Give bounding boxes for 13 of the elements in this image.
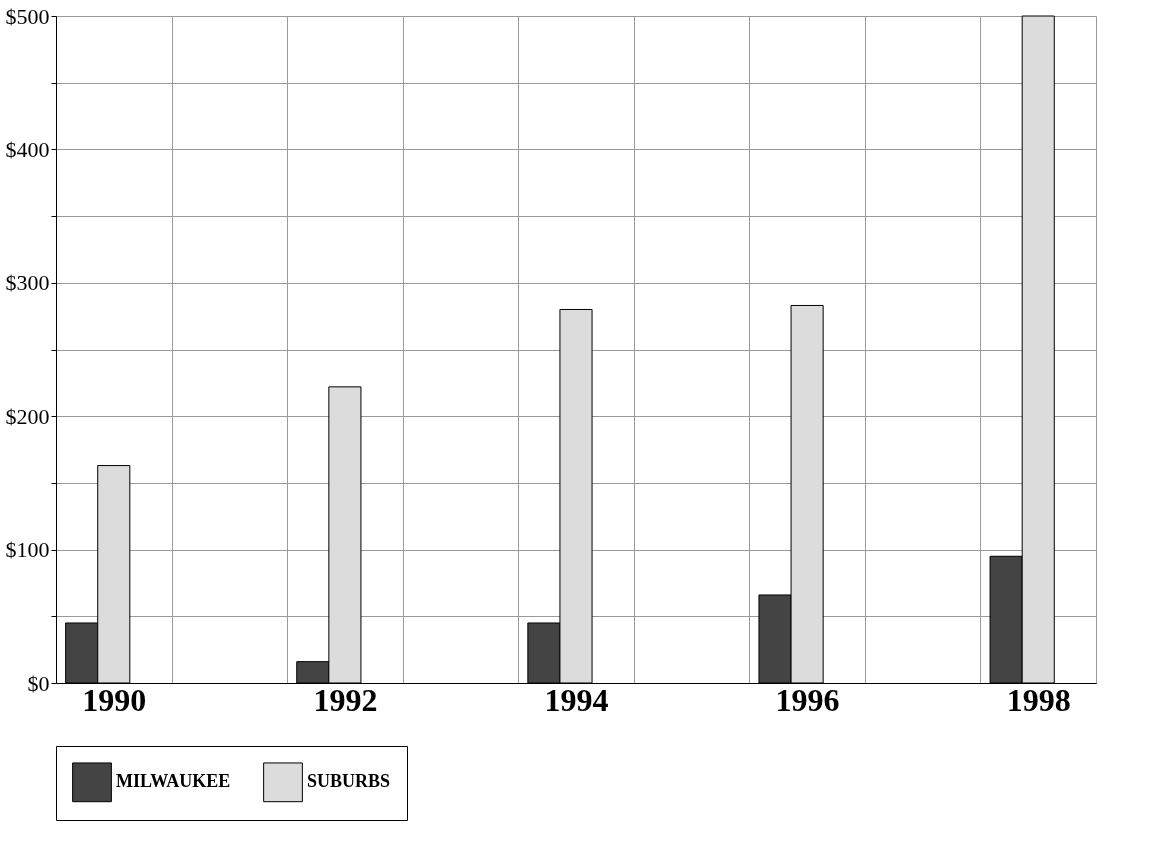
- y-tick-label: $500: [5, 3, 50, 29]
- x-tick-label: 1996: [775, 681, 840, 718]
- x-tick-label: 1992: [313, 681, 378, 718]
- x-tick-label: 1994: [544, 681, 609, 718]
- legend-label: SUBURBS: [307, 771, 391, 792]
- y-tick-label: $400: [5, 136, 50, 162]
- y-tick-label: $100: [5, 537, 50, 563]
- x-tick-label: 1990: [82, 681, 147, 718]
- legend-label: MILWAUKEE: [116, 771, 231, 792]
- y-tick-label: $200: [5, 403, 50, 429]
- x-tick-label: 1998: [1006, 681, 1071, 718]
- y-tick-label: $0: [27, 670, 50, 696]
- y-tick-label: $300: [5, 270, 50, 296]
